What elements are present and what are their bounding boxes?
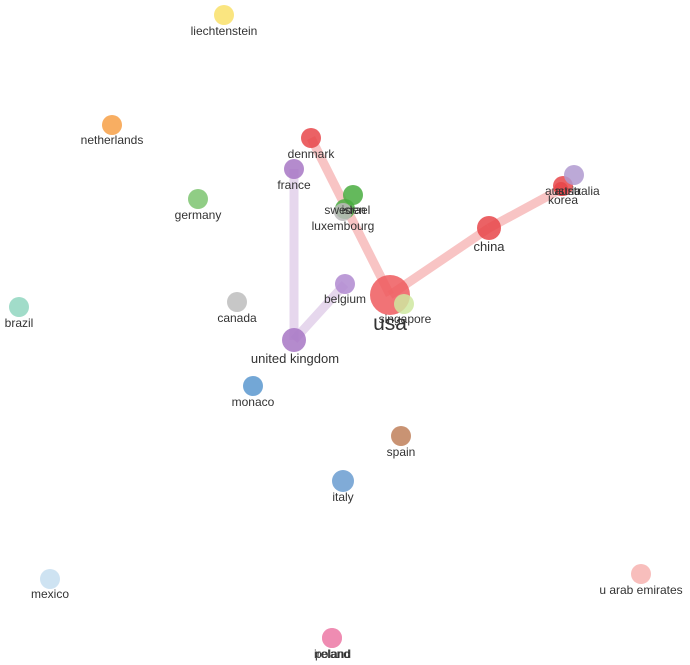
node-label-austria: austria bbox=[545, 184, 581, 198]
node-label-italy: italy bbox=[332, 490, 353, 504]
node-germany[interactable] bbox=[188, 189, 208, 209]
nodes-layer bbox=[9, 5, 651, 648]
labels-layer: liechtenstein netherlands denmark france ger… bbox=[5, 24, 683, 661]
node-label-netherlands: netherlands bbox=[81, 133, 144, 147]
node-italy[interactable] bbox=[332, 470, 354, 492]
node-label-denmark: denmark bbox=[288, 147, 336, 161]
node-united-kingdom[interactable] bbox=[282, 328, 306, 352]
node-u-arab-emirates[interactable] bbox=[631, 564, 651, 584]
node-brazil[interactable] bbox=[9, 297, 29, 317]
node-label-usa: usa bbox=[373, 312, 407, 335]
node-label-france: france bbox=[277, 178, 311, 192]
node-liechtenstein[interactable] bbox=[214, 5, 234, 25]
node-luxembourg[interactable] bbox=[334, 203, 352, 221]
node-label-luxembourg: luxembourg bbox=[312, 219, 375, 233]
node-australia[interactable] bbox=[564, 165, 584, 185]
edge-china-korea bbox=[486, 185, 564, 232]
node-label-brazil: brazil bbox=[5, 316, 34, 330]
node-belgium[interactable] bbox=[335, 274, 355, 294]
node-china[interactable] bbox=[477, 216, 501, 240]
edges-layer bbox=[289, 135, 564, 344]
node-label-belgium: belgium bbox=[324, 292, 366, 306]
node-label-korea: korea bbox=[548, 193, 578, 207]
node-label-china: china bbox=[473, 239, 505, 254]
node-label-israel: israel bbox=[342, 203, 371, 217]
node-label-singapore: singapore bbox=[379, 312, 432, 326]
node-denmark[interactable] bbox=[301, 128, 321, 148]
node-label-monaco: monaco bbox=[232, 395, 275, 409]
node-netherlands[interactable] bbox=[102, 115, 122, 135]
edge-united_kingdom-belgium bbox=[290, 280, 349, 344]
node-label-ireland: ireland bbox=[314, 647, 350, 661]
node-korea[interactable] bbox=[554, 182, 568, 196]
node-label-canada: canada bbox=[217, 311, 257, 325]
node-france[interactable] bbox=[284, 159, 304, 179]
node-label-u-arab-emirates: u arab emirates bbox=[599, 583, 682, 597]
node-poland[interactable] bbox=[322, 628, 342, 648]
node-israel[interactable] bbox=[343, 185, 363, 205]
node-mexico[interactable] bbox=[40, 569, 60, 589]
node-label-mexico: mexico bbox=[31, 587, 69, 601]
node-canada[interactable] bbox=[227, 292, 247, 312]
node-label-united-kingdom: united kingdom bbox=[251, 351, 339, 366]
node-label-poland: poland bbox=[315, 647, 351, 661]
node-label-sweden: sweden bbox=[324, 203, 365, 217]
node-label-liechtenstein: liechtenstein bbox=[191, 24, 258, 38]
node-label-australia: australia bbox=[554, 184, 600, 198]
node-monaco[interactable] bbox=[243, 376, 263, 396]
node-label-spain: spain bbox=[387, 445, 416, 459]
node-spain[interactable] bbox=[391, 426, 411, 446]
node-singapore[interactable] bbox=[394, 294, 414, 314]
node-label-germany: germany bbox=[175, 208, 222, 222]
